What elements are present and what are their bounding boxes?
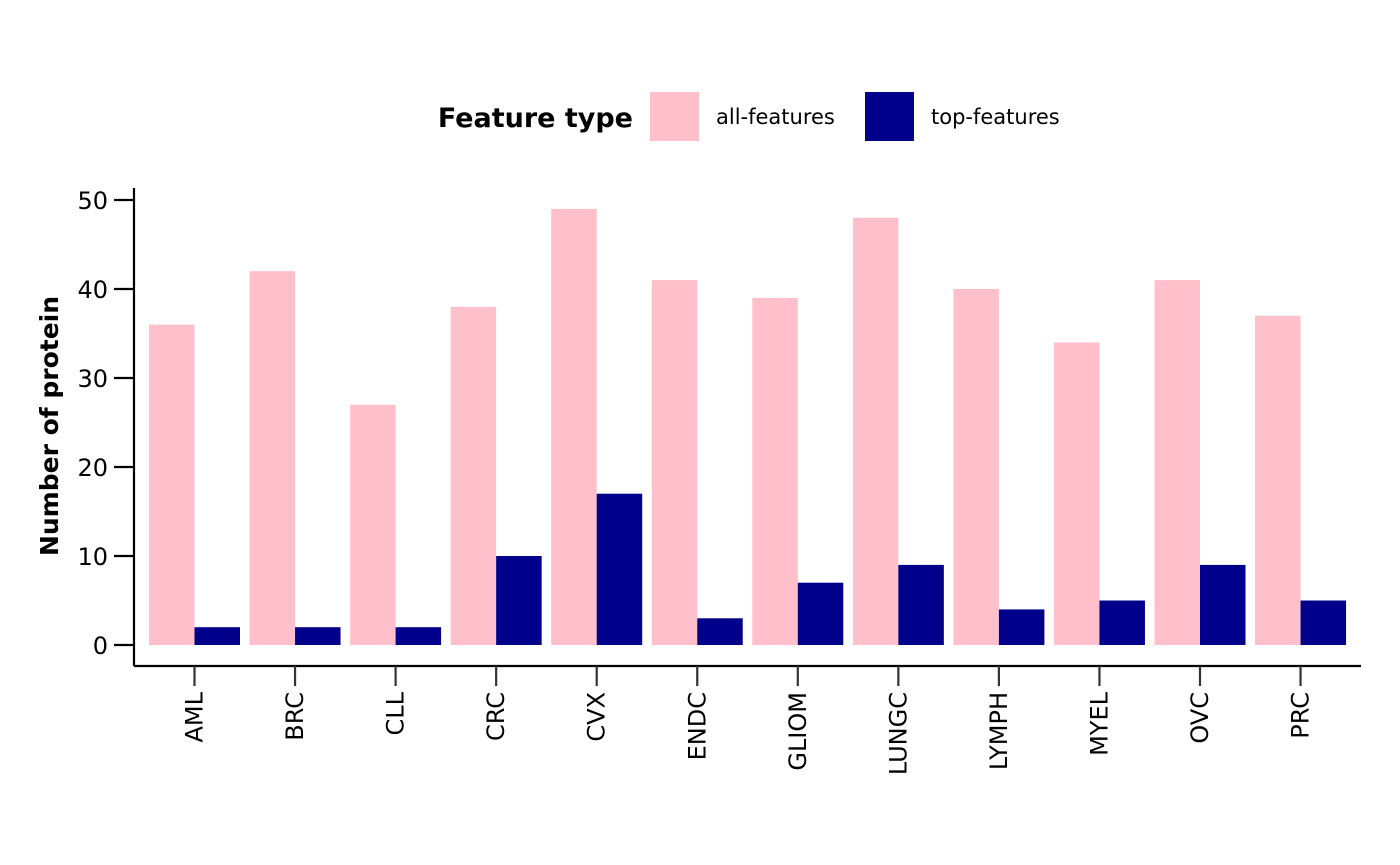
bar-all-features-ovc [1154,280,1200,645]
bars [149,208,1347,646]
bar-top-features-endc [697,618,743,645]
x-axis: AML BRC CLL CRC CVX ENDC GLIOM LUNGC LYMPH MYEL OV… [134,664,1361,775]
legend: Feature type all-features top-features [438,92,1060,141]
bar-all-features-cll [350,404,396,645]
bar-top-features-aml [194,627,240,645]
x-tick-label-cvx: CVX [583,692,611,742]
y-axis-title: Number of protein [35,296,64,556]
y-tick-label: 30 [77,365,108,393]
x-tick-label-prc: PRC [1287,692,1315,739]
y-tick-label: 20 [77,454,108,482]
bar-all-features-crc [450,306,497,645]
bar-top-features-brc [295,627,341,645]
x-tick-label-endc: ENDC [683,692,711,760]
x-tick-label-ovc: OVC [1186,692,1214,744]
bar-top-features-cll [395,627,442,645]
legend-label-top-features: top-features [931,105,1060,129]
legend-key-all-features [650,92,699,141]
bar-all-features-gliom [752,297,798,645]
y-tick-label: 0 [93,632,108,660]
x-tick-label-myel: MYEL [1085,691,1113,756]
bar-all-features-aml [149,324,195,645]
y-tick-label: 10 [77,543,108,571]
legend-label-all-features: all-features [716,105,835,129]
bar-top-features-lungc [898,564,944,645]
x-tick-label-crc: CRC [482,692,510,741]
legend-title: Feature type [438,103,633,134]
bar-top-features-cvx [596,493,643,645]
x-tick-label-lymph: LYMPH [985,692,1013,770]
bar-all-features-prc [1255,315,1301,645]
bar-all-features-lymph [953,289,999,645]
y-tick-label: 50 [77,187,108,215]
bar-top-features-lymph [998,609,1045,645]
bar-top-features-prc [1300,600,1347,645]
bar-top-features-crc [496,556,542,645]
bar-all-features-brc [249,271,296,645]
bar-top-features-gliom [797,582,844,645]
x-tick-label-brc: BRC [281,692,309,741]
bar-top-features-myel [1099,600,1145,645]
bar-all-features-myel [1053,342,1100,645]
x-tick-label-lungc: LUNGC [884,692,912,775]
x-tick-label-aml: AML [181,691,209,742]
x-tick-label-gliom: GLIOM [784,692,812,771]
y-tick-label: 40 [77,276,108,304]
legend-key-top-features [865,92,914,141]
x-tick-label-cll: CLL [382,691,410,735]
bar-all-features-lungc [852,217,899,646]
bar-all-features-endc [651,280,698,645]
y-axis: 0 10 20 30 40 50 [77,187,136,666]
bar-top-features-ovc [1200,564,1246,645]
bar-all-features-cvx [551,208,597,645]
